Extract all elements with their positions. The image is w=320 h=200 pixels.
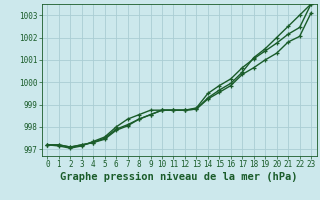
- X-axis label: Graphe pression niveau de la mer (hPa): Graphe pression niveau de la mer (hPa): [60, 172, 298, 182]
